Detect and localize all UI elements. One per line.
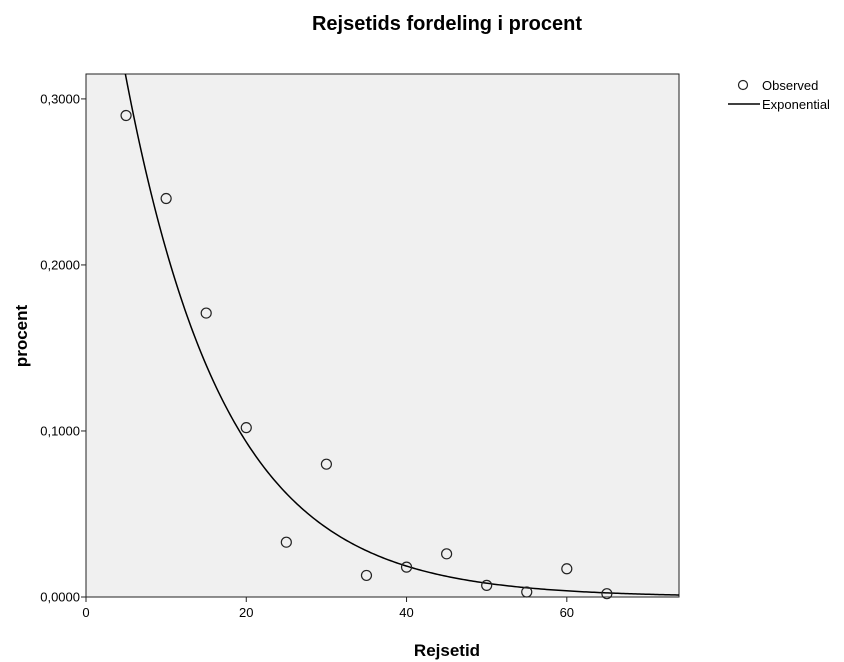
observed-point (240, 422, 252, 434)
chart-title: Rejsetids fordeling i procent (312, 13, 582, 35)
observed-point (160, 192, 172, 205)
y-tick-label: 0,3000 (40, 91, 80, 106)
observed-point (561, 563, 573, 575)
series-layer (120, 74, 679, 600)
x-tick-label: 40 (399, 605, 413, 620)
legend: Observed Exponential (728, 78, 830, 112)
x-tick-label: 20 (239, 605, 253, 620)
legend-observed-label: Observed (762, 78, 818, 93)
observed-point (441, 548, 453, 560)
legend-observed-marker (737, 79, 749, 91)
y-axis-title: procent (12, 304, 31, 367)
exponential-curve (124, 74, 679, 596)
plot-area (85, 73, 680, 598)
observed-point (601, 588, 613, 600)
observed-point (360, 569, 373, 582)
x-axis: 0 20 40 60 (82, 597, 574, 620)
y-axis: 0,0000 0,1000 0,2000 0,3000 (40, 91, 86, 605)
observed-point (120, 109, 132, 122)
observed-point (521, 586, 533, 598)
x-axis-title: Rejsetid (414, 641, 480, 660)
y-tick-label: 0,2000 (40, 257, 80, 272)
observed-point (400, 561, 413, 573)
observed-point (320, 458, 333, 470)
y-tick-label: 0,1000 (40, 423, 80, 438)
y-tick-label: 0,0000 (40, 590, 80, 605)
x-tick-label: 60 (560, 605, 574, 620)
x-tick-label: 0 (82, 605, 89, 620)
legend-exponential-label: Exponential (762, 97, 830, 112)
observed-point (481, 579, 493, 591)
observed-point (280, 536, 292, 548)
observed-point (200, 307, 212, 319)
